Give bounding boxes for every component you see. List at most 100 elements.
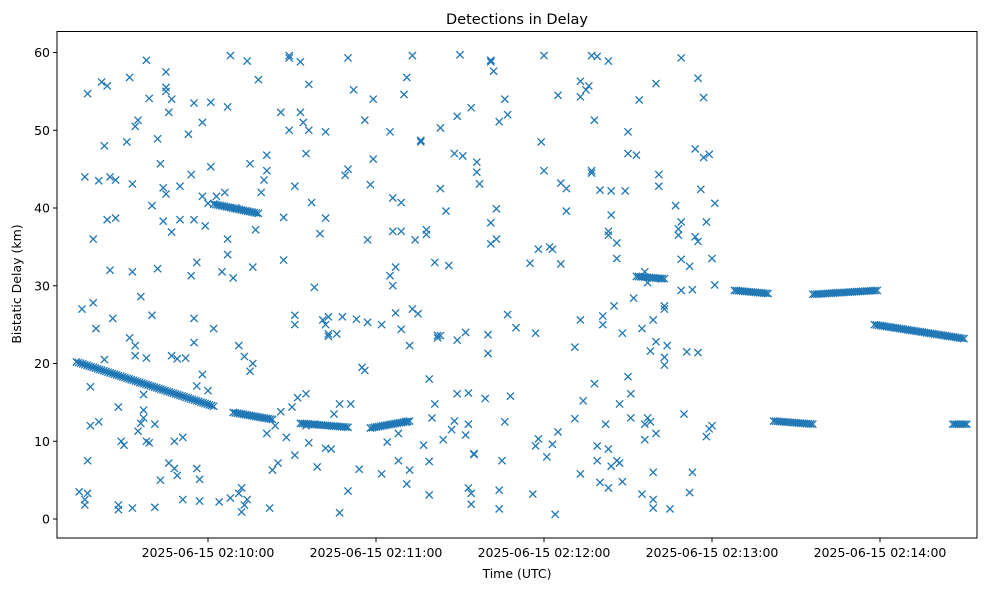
data-point-stroke — [206, 162, 215, 171]
data-point-stroke — [604, 231, 613, 240]
data-point — [587, 166, 596, 175]
data-point — [161, 87, 171, 96]
data-point-stroke — [962, 420, 971, 429]
data-point — [581, 85, 591, 94]
data-point-stroke — [250, 208, 259, 217]
data-point — [453, 112, 462, 121]
data-point-stroke — [447, 425, 456, 434]
data-point-stroke — [282, 433, 291, 442]
data-point — [226, 493, 235, 503]
data-point — [595, 478, 605, 487]
data-point — [699, 93, 708, 102]
data-point — [576, 469, 585, 478]
data-point-stroke — [150, 420, 159, 429]
data-point-stroke — [425, 374, 434, 384]
data-point-stroke — [693, 74, 703, 83]
data-point — [548, 245, 557, 254]
data-point-stroke — [234, 341, 243, 350]
data-point-stroke — [654, 182, 663, 191]
data-point-stroke — [228, 204, 237, 213]
data-point — [609, 301, 619, 311]
chart-title: Detections in Delay — [446, 12, 588, 28]
data-point-stroke — [324, 312, 333, 321]
data-point-stroke — [646, 417, 655, 426]
data-point-stroke — [671, 201, 680, 210]
data-point-stroke — [192, 396, 201, 405]
x-axis-label: Time (UTC) — [481, 566, 551, 581]
data-point-stroke — [94, 176, 103, 185]
data-point-stroke — [78, 359, 87, 369]
data-point-stroke — [304, 80, 313, 89]
data-point — [658, 274, 667, 283]
data-point — [131, 122, 140, 131]
data-point-stroke — [615, 399, 624, 408]
data-point-stroke — [108, 314, 117, 323]
data-point-stroke — [139, 413, 148, 422]
data-point-stroke — [251, 412, 260, 421]
data-point — [553, 427, 563, 436]
data-point-stroke — [604, 483, 613, 492]
data-point-stroke — [188, 395, 197, 404]
data-point-stroke — [427, 413, 437, 422]
data-point-stroke — [646, 347, 655, 356]
data-point-stroke — [329, 409, 339, 419]
data-point — [108, 314, 117, 323]
data-point-stroke — [266, 415, 275, 424]
data-point — [618, 329, 627, 338]
data-point-stroke — [576, 315, 585, 325]
data-point-stroke — [685, 262, 694, 271]
data-point-stroke — [475, 179, 484, 188]
data-point-stroke — [83, 456, 92, 465]
data-point-stroke — [163, 387, 172, 396]
y-tick-label: 20 — [34, 356, 50, 371]
data-point — [251, 225, 260, 234]
data-point — [483, 349, 493, 358]
data-point — [486, 218, 495, 227]
data-point-stroke — [156, 159, 165, 168]
data-point-stroke — [341, 423, 350, 432]
data-point — [159, 217, 168, 226]
data-point-stroke — [707, 254, 717, 263]
data-point — [128, 504, 137, 513]
data-point-stroke — [464, 483, 473, 492]
data-point — [598, 320, 607, 329]
data-point — [329, 409, 339, 419]
data-point-stroke — [593, 456, 602, 465]
data-point — [223, 102, 232, 111]
data-point-stroke — [186, 394, 195, 403]
data-point-stroke — [660, 301, 669, 311]
data-point-stroke — [161, 189, 171, 199]
data-point — [189, 215, 199, 224]
data-point — [696, 185, 705, 194]
data-point — [237, 483, 246, 492]
data-point-stroke — [685, 488, 694, 497]
data-point-stroke — [313, 462, 322, 471]
data-point — [167, 95, 176, 104]
data-point — [397, 325, 406, 334]
data-point — [660, 301, 669, 311]
data-point — [276, 108, 285, 117]
data-point-stroke — [131, 122, 140, 131]
data-point-stroke — [161, 83, 171, 92]
data-point — [299, 118, 308, 127]
data-point-stroke — [677, 217, 686, 227]
data-point — [290, 311, 299, 320]
data-point — [408, 51, 417, 60]
data-point — [207, 401, 216, 410]
data-point-stroke — [237, 205, 246, 214]
data-point-stroke — [871, 286, 880, 295]
data-point-stroke — [492, 235, 501, 244]
data-point-stroke — [139, 390, 148, 399]
data-point-stroke — [930, 330, 939, 339]
data-point-stroke — [321, 127, 330, 136]
data-point — [385, 271, 395, 280]
data-point-stroke — [525, 259, 535, 268]
data-point — [343, 165, 353, 174]
data-point-stroke — [677, 53, 686, 63]
data-point-stroke — [175, 215, 185, 224]
data-point-stroke — [226, 51, 235, 60]
data-point — [665, 504, 675, 513]
data-point — [133, 427, 143, 436]
data-point — [240, 500, 249, 510]
data-point — [170, 437, 179, 446]
